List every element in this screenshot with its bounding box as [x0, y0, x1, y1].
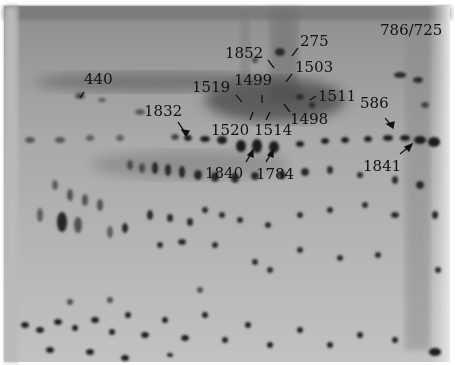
gel-left-edge: [4, 6, 18, 362]
spot-label: 440: [84, 70, 113, 88]
spot-label: 1519: [192, 78, 231, 96]
spot-label: 1852: [225, 44, 264, 62]
gel-right-edge: [428, 6, 450, 362]
annotation-arrows: [79, 47, 414, 163]
spot-label: 1514: [254, 121, 293, 139]
spot-label: 1503: [295, 58, 334, 76]
spot-label: 275: [300, 32, 329, 50]
gel-streak: [240, 10, 250, 80]
spot-label: 1498: [290, 110, 329, 128]
spot-row-upper: [75, 48, 429, 115]
spot-label: 1840: [205, 164, 244, 182]
spot-label: 586: [360, 94, 389, 112]
spot-rows-middle: [37, 160, 441, 273]
gel-background: [4, 6, 450, 362]
spot-label: 1520: [211, 121, 250, 139]
protein-smear: [90, 151, 290, 179]
protein-smear: [35, 72, 275, 92]
spot-label: 1832: [144, 102, 183, 120]
spot-label: 1499: [234, 71, 273, 89]
gel-corner-label: 786/725: [380, 21, 443, 39]
spot-label: 1511: [318, 87, 357, 105]
spot-label: 1784: [256, 165, 295, 183]
spot-row-main: [25, 134, 440, 153]
spot-rows-lower: [21, 287, 441, 361]
spot-label: 1841: [363, 157, 402, 175]
gel-top-edge: [4, 6, 450, 20]
